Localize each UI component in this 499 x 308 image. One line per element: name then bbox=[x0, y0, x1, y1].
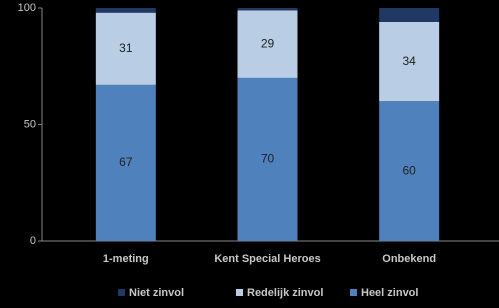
x-tick-label: Kent Special Heroes bbox=[214, 253, 320, 265]
bar-segment bbox=[95, 12, 156, 85]
legend-label: Redelijk zinvol bbox=[247, 287, 323, 299]
legend-swatch bbox=[350, 289, 357, 296]
x-tick-label: Onbekend bbox=[382, 253, 436, 265]
y-tick-label: 0 bbox=[30, 235, 36, 247]
bar-segment bbox=[379, 21, 440, 102]
legend-label: Heel zinvol bbox=[361, 287, 418, 299]
legend-label: Niet zinvol bbox=[129, 287, 184, 299]
data-label: 31 bbox=[119, 41, 133, 55]
bar-segment bbox=[95, 8, 156, 13]
legend-swatch bbox=[118, 289, 125, 296]
data-label: 67 bbox=[119, 155, 133, 169]
y-tick-label: 100 bbox=[18, 2, 36, 14]
data-label: 29 bbox=[261, 36, 275, 50]
bar-segment bbox=[237, 77, 298, 242]
legend-swatch bbox=[236, 289, 243, 296]
bar-segment bbox=[237, 10, 298, 78]
data-label: 60 bbox=[402, 163, 416, 177]
x-tick-label: 1-meting bbox=[103, 253, 149, 265]
data-label: 34 bbox=[402, 54, 416, 68]
bar-segment bbox=[379, 8, 440, 22]
data-label: 70 bbox=[261, 152, 275, 166]
bar-segment bbox=[95, 84, 156, 241]
y-tick-label: 50 bbox=[24, 118, 36, 130]
bar-segment bbox=[237, 8, 298, 11]
bar-segment bbox=[379, 101, 440, 241]
